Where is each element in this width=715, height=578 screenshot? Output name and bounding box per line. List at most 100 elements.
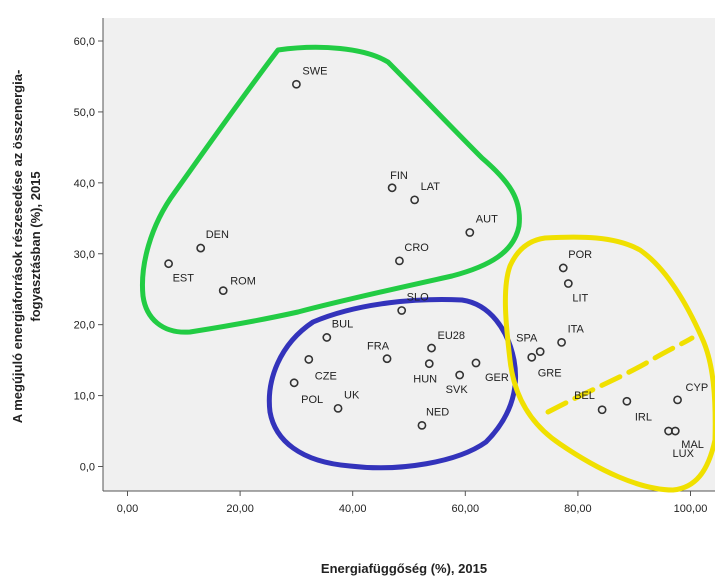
- y-tick-label: 50,0: [74, 107, 95, 119]
- point-label: EU28: [438, 330, 466, 342]
- blue-cluster-outline: [266, 297, 519, 471]
- point-label: MAL: [681, 439, 704, 451]
- point-marker: [455, 370, 465, 380]
- point-label: CZE: [315, 370, 337, 382]
- yellow-cluster-divider: [545, 335, 695, 415]
- data-point-slo: SLO: [397, 291, 429, 315]
- point-marker: [673, 395, 682, 405]
- point-label: GRE: [538, 367, 562, 379]
- data-point-gre: GRE: [527, 352, 562, 379]
- point-marker: [427, 343, 436, 353]
- point-label: NED: [426, 406, 449, 418]
- data-point-spa: SPA: [516, 333, 545, 357]
- data-point-eu28: EU28: [427, 330, 466, 353]
- point-label: DEN: [206, 229, 229, 241]
- data-point-ned: NED: [417, 406, 449, 430]
- point-label: FRA: [367, 341, 390, 353]
- point-marker: [557, 337, 566, 347]
- data-point-por: POR: [558, 249, 592, 273]
- data-point-fra: FRA: [367, 341, 392, 364]
- point-marker: [291, 79, 301, 89]
- yellow-cluster-outline: [502, 234, 715, 493]
- x-tick-label: 60,00: [452, 503, 480, 515]
- data-point-uk: UK: [333, 389, 360, 413]
- cluster-outlines: [140, 44, 715, 493]
- point-label: HUN: [413, 374, 437, 386]
- point-label: UK: [344, 389, 360, 401]
- point-marker: [563, 279, 573, 288]
- point-marker: [471, 358, 481, 368]
- y-axis-title-line1: A megújuló energiaforrások részesedése a…: [10, 70, 25, 424]
- data-point-lux: LUX: [664, 426, 695, 460]
- data-point-svk: SVK: [446, 370, 469, 396]
- point-marker: [424, 359, 434, 369]
- point-label: ROM: [230, 276, 256, 288]
- y-tick-label: 40,0: [74, 178, 95, 190]
- point-marker: [397, 306, 407, 315]
- x-tick-label: 40,00: [339, 503, 367, 515]
- data-point-cyp: CYP: [673, 382, 708, 405]
- point-marker: [304, 355, 314, 364]
- point-marker: [622, 396, 632, 406]
- data-point-den: DEN: [196, 229, 229, 253]
- point-label: LIT: [572, 293, 588, 305]
- point-label: AUT: [476, 213, 498, 225]
- point-marker: [465, 228, 475, 237]
- point-label: SPA: [516, 333, 538, 345]
- point-label: LUX: [673, 448, 695, 460]
- data-points: SWE FIN LAT AUT DEN EST ROM CRO SLO BUL FRA EU28 CZE…: [164, 65, 708, 460]
- point-marker: [527, 352, 537, 362]
- point-label: POR: [568, 249, 592, 261]
- point-marker: [218, 286, 228, 296]
- x-tick-label: 80,00: [564, 503, 592, 515]
- point-marker: [289, 378, 299, 388]
- data-point-ger: GER: [471, 358, 509, 384]
- point-label: FIN: [390, 170, 408, 182]
- y-tick-label: 0,0: [80, 462, 95, 474]
- x-tick-label: 100,00: [674, 503, 708, 515]
- data-point-pol: POL: [289, 378, 323, 406]
- y-tick-label: 10,0: [74, 391, 95, 403]
- point-label: SVK: [446, 384, 469, 396]
- data-point-bel: BEL: [574, 390, 607, 415]
- point-marker: [410, 195, 420, 205]
- y-axis: 0,0 10,0 20,0 30,0 40,0 50,0 60,0: [74, 18, 104, 491]
- point-marker: [664, 426, 673, 436]
- data-point-bul: BUL: [322, 318, 353, 342]
- data-point-lat: LAT: [410, 181, 440, 205]
- y-tick-label: 60,0: [74, 36, 95, 48]
- point-label: EST: [173, 273, 195, 285]
- point-label: CRO: [404, 242, 429, 254]
- x-tick-label: 20,00: [226, 503, 254, 515]
- data-point-cro: CRO: [395, 242, 429, 266]
- data-point-swe: SWE: [291, 65, 327, 89]
- point-marker: [387, 183, 397, 193]
- point-label: BEL: [574, 390, 595, 402]
- data-point-aut: AUT: [465, 213, 498, 237]
- point-marker: [164, 259, 173, 269]
- point-label: GER: [485, 372, 509, 384]
- data-point-est: EST: [164, 259, 195, 285]
- point-marker: [535, 347, 545, 357]
- data-point-hun: HUN: [413, 359, 437, 386]
- point-marker: [395, 256, 404, 266]
- y-tick-label: 30,0: [74, 249, 95, 261]
- point-marker: [196, 243, 206, 253]
- point-marker: [597, 405, 607, 415]
- point-marker: [333, 403, 343, 413]
- y-tick-label: 20,0: [74, 320, 95, 332]
- data-point-cze: CZE: [304, 355, 337, 382]
- point-marker: [322, 333, 332, 342]
- point-label: BUL: [332, 318, 353, 330]
- green-cluster-outline: [140, 44, 522, 335]
- point-marker: [558, 263, 568, 273]
- point-marker: [382, 354, 392, 364]
- data-point-lit: LIT: [563, 279, 589, 305]
- x-axis: 0,00 20,00 40,00 60,00 80,00 100,00: [103, 490, 715, 515]
- point-marker: [417, 420, 427, 430]
- point-label: POL: [301, 394, 323, 406]
- x-axis-title: Energiafüggőség (%), 2015: [321, 561, 487, 576]
- data-point-irl: IRL: [622, 396, 652, 423]
